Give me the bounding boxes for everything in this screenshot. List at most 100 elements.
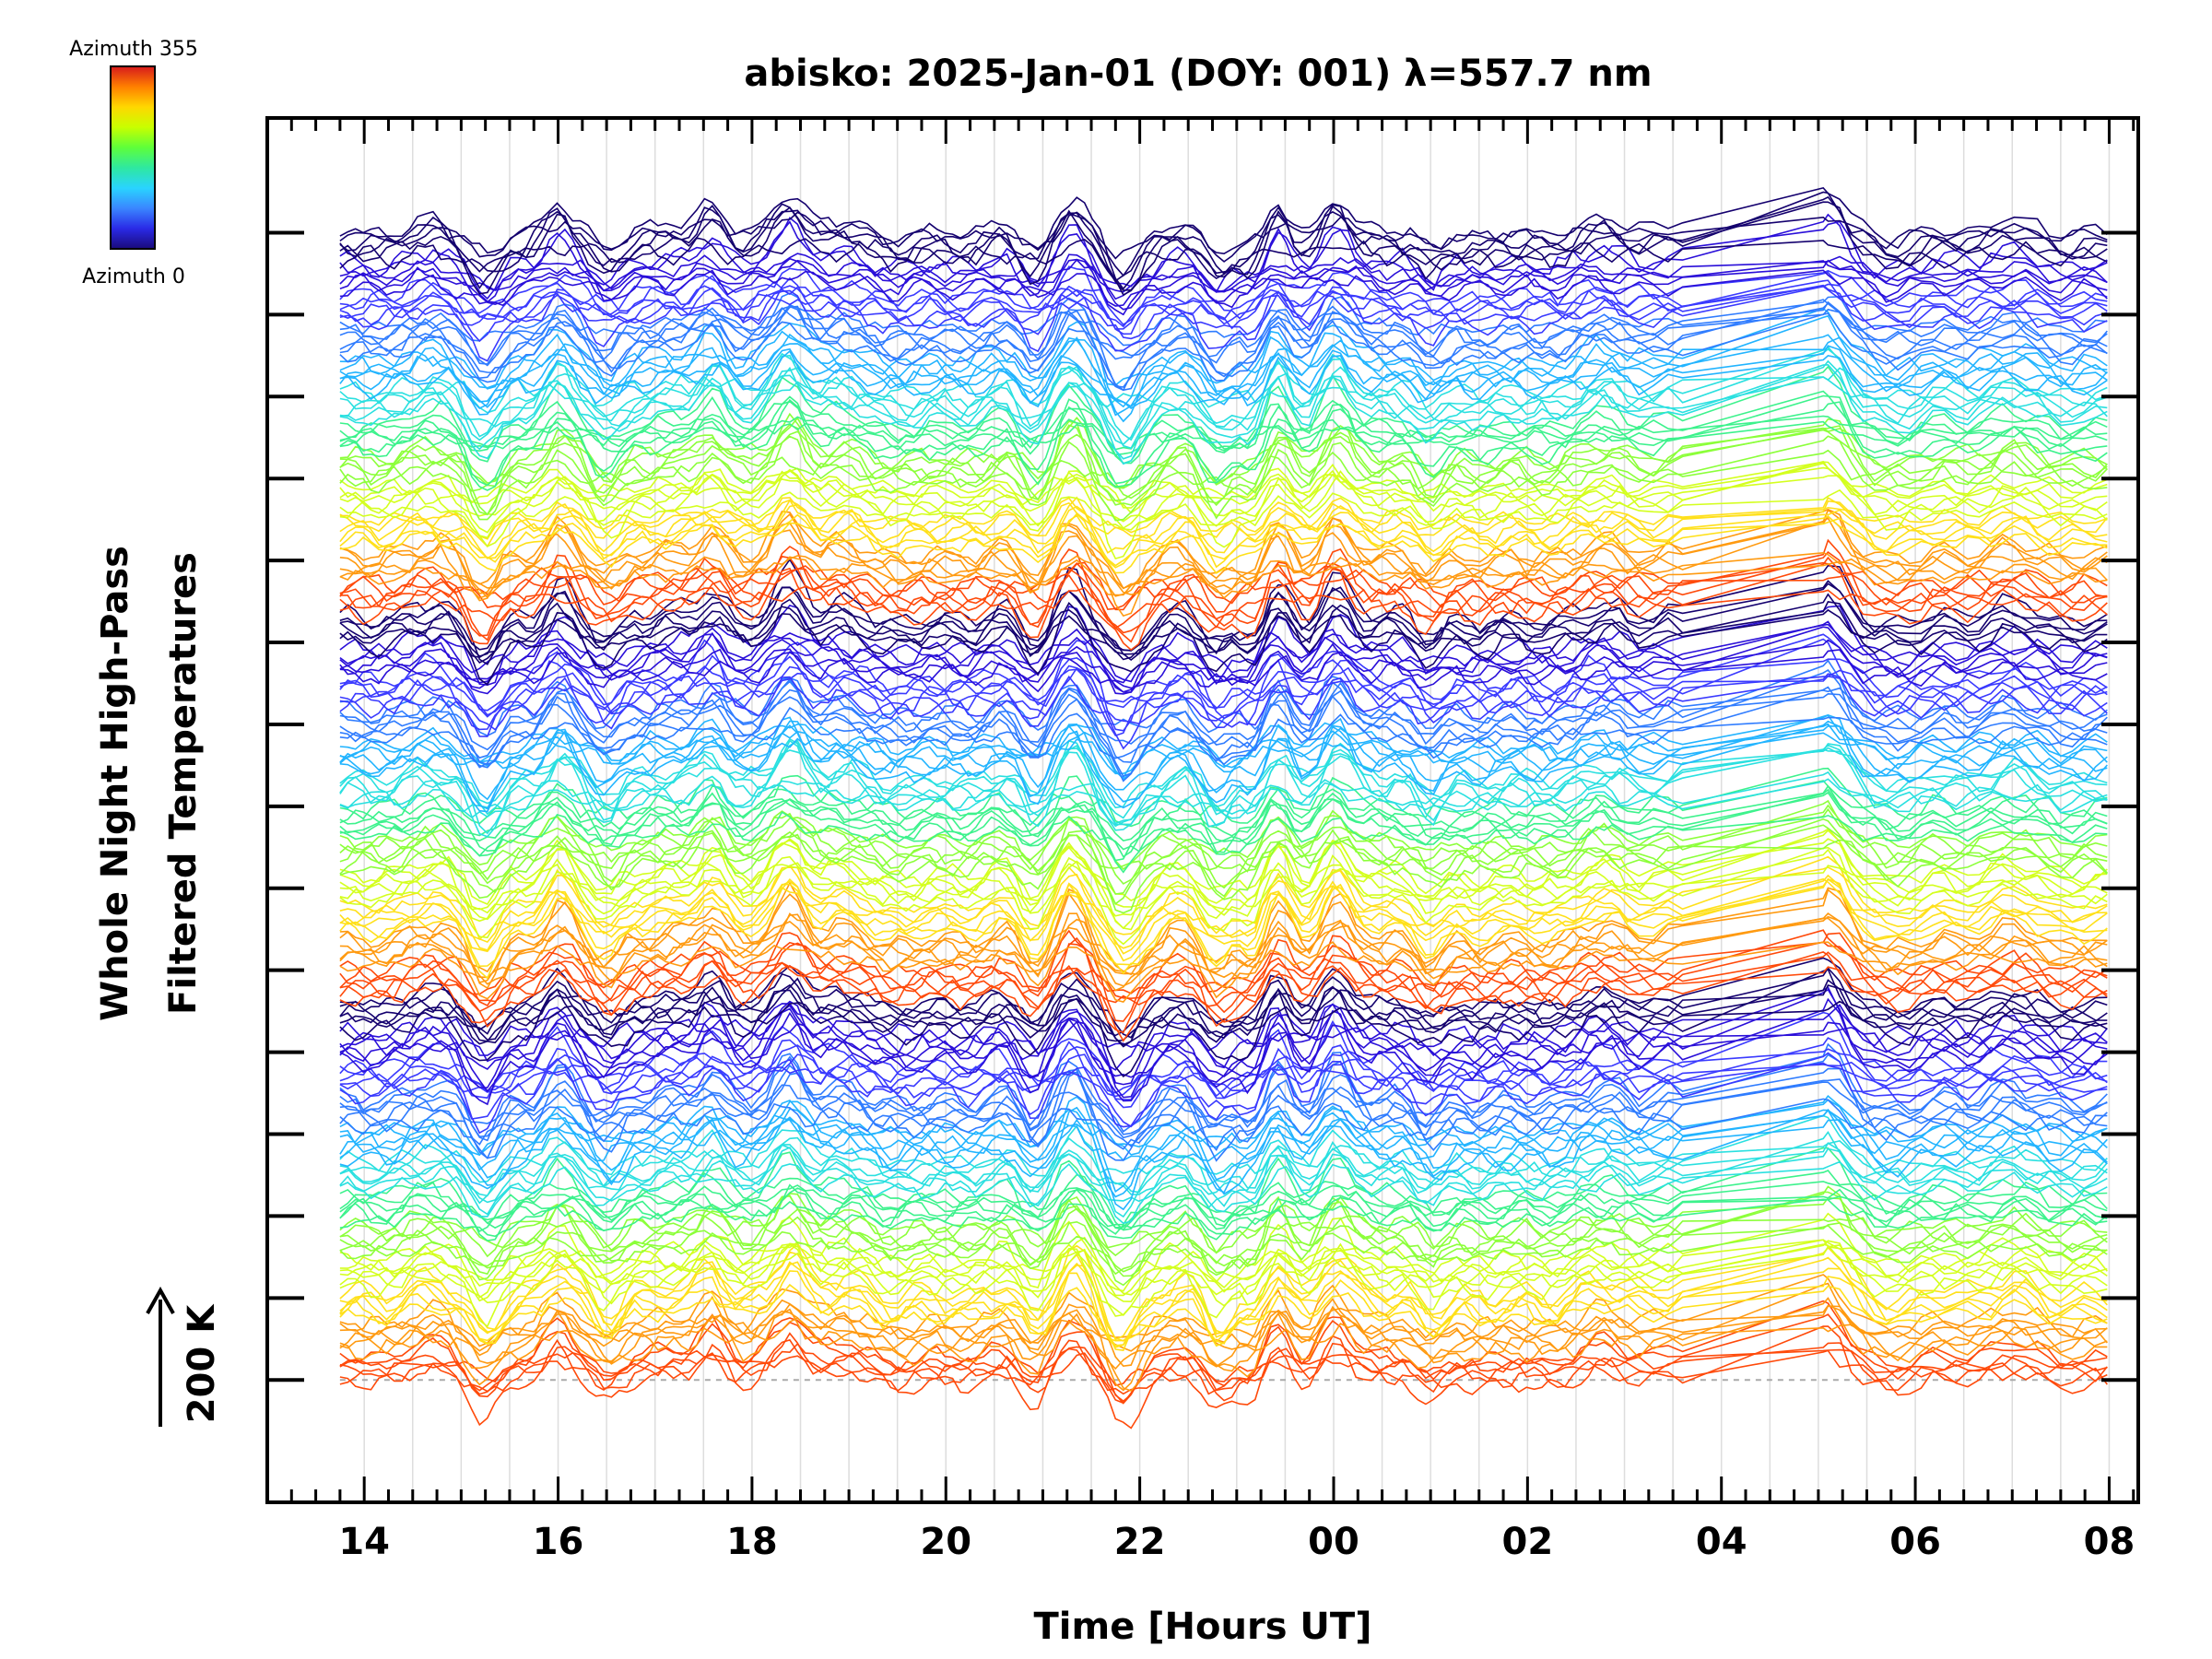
series-line [339,1011,2108,1093]
series-line [339,804,2108,871]
x-tick-label: 00 [1308,1521,1359,1563]
series-line [339,833,2108,881]
x-tick-label: 20 [920,1521,971,1563]
series-line [339,1302,2108,1347]
series-line [339,1242,2108,1341]
series-line [339,1081,2108,1133]
series-line [339,604,2108,687]
series-line [339,639,2108,693]
series-line [339,665,2108,718]
series-line [339,420,2108,456]
series-line [339,1136,2108,1183]
series-line [339,201,2108,295]
series-line [339,951,2108,1000]
series-line [339,488,2108,539]
series-line [339,1216,2108,1276]
series-line [339,285,2108,335]
series-line [339,390,2108,465]
series-line [339,349,2108,416]
series-line [339,468,2108,534]
series-line [339,988,2108,1099]
series-line [339,1325,2108,1430]
series-line [339,967,2108,1039]
series-line [339,848,2108,930]
series-line [339,394,2108,487]
series-line [339,1191,2108,1287]
series-line [339,807,2108,895]
series-line [339,737,2108,835]
series-line [339,941,2108,1034]
series-line [339,279,2108,330]
series-line [339,302,2108,392]
series-line [339,187,2108,277]
series-line [339,508,2108,590]
series-line [339,514,2108,574]
series-line [339,745,2108,819]
x-tick-label: 14 [338,1521,390,1563]
series-line [339,1261,2108,1348]
series-line [339,347,2108,450]
colorbar [110,65,156,250]
series-line [339,714,2108,810]
series-line [339,598,2108,686]
series-line [339,551,2108,643]
series-line [339,496,2108,540]
series-line [339,688,2108,751]
series-line [339,558,2108,665]
series-line [339,496,2108,559]
series-line [339,195,2108,290]
series-line [339,1342,2108,1387]
series-line [339,345,2108,409]
x-tick-label: 02 [1502,1521,1554,1563]
x-tick-label: 06 [1889,1521,1941,1563]
series-line [339,1044,2108,1098]
colorbar-top-label: Azimuth 355 [69,38,198,61]
series-line [339,300,2108,347]
series-line [339,620,2108,683]
series-line [339,556,2108,599]
series-line [339,415,2108,453]
series-line [339,649,2108,695]
series-line [339,713,2108,781]
series-line [339,1274,2108,1368]
series-line [339,1142,2108,1197]
series-line [339,874,2108,962]
y-axis-label-line1: Whole Night High-Pass [94,546,136,1021]
series-line [339,1000,2108,1056]
series-line [339,771,2108,825]
series-line [339,257,2108,307]
series-line [339,977,2108,1041]
chart-title: abisko: 2025-Jan-01 (DOY: 001) λ=557.7 n… [744,53,1652,95]
series-line [339,1300,2108,1403]
series-line [339,376,2108,445]
series-line [339,334,2108,417]
series-line [339,846,2108,946]
series-line [339,881,2108,983]
series-line [339,1187,2108,1230]
y-axis-label-line2: Filtered Temperatures [162,552,205,1015]
series-line [339,429,2108,489]
series-line [339,1212,2108,1299]
series-line [339,517,2108,618]
x-tick-label: 08 [2084,1521,2136,1563]
series-line [339,829,2108,911]
series-line [339,312,2108,392]
series-line [339,877,2108,968]
series-line [339,608,2108,662]
series-group [339,187,2108,1430]
series-line [339,333,2108,390]
series-line [339,720,2108,813]
series-line [339,877,2108,980]
scale-label: 200 K [181,1303,223,1423]
series-line [339,651,2108,712]
series-line [339,363,2108,460]
series-line [339,1181,2108,1230]
series-line [339,217,2108,300]
series-line [339,269,2108,316]
series-line [339,466,2108,514]
x-tick-label: 04 [1696,1521,1747,1563]
series-line [339,1064,2108,1160]
series-line [339,677,2108,737]
series-line [339,811,2108,857]
